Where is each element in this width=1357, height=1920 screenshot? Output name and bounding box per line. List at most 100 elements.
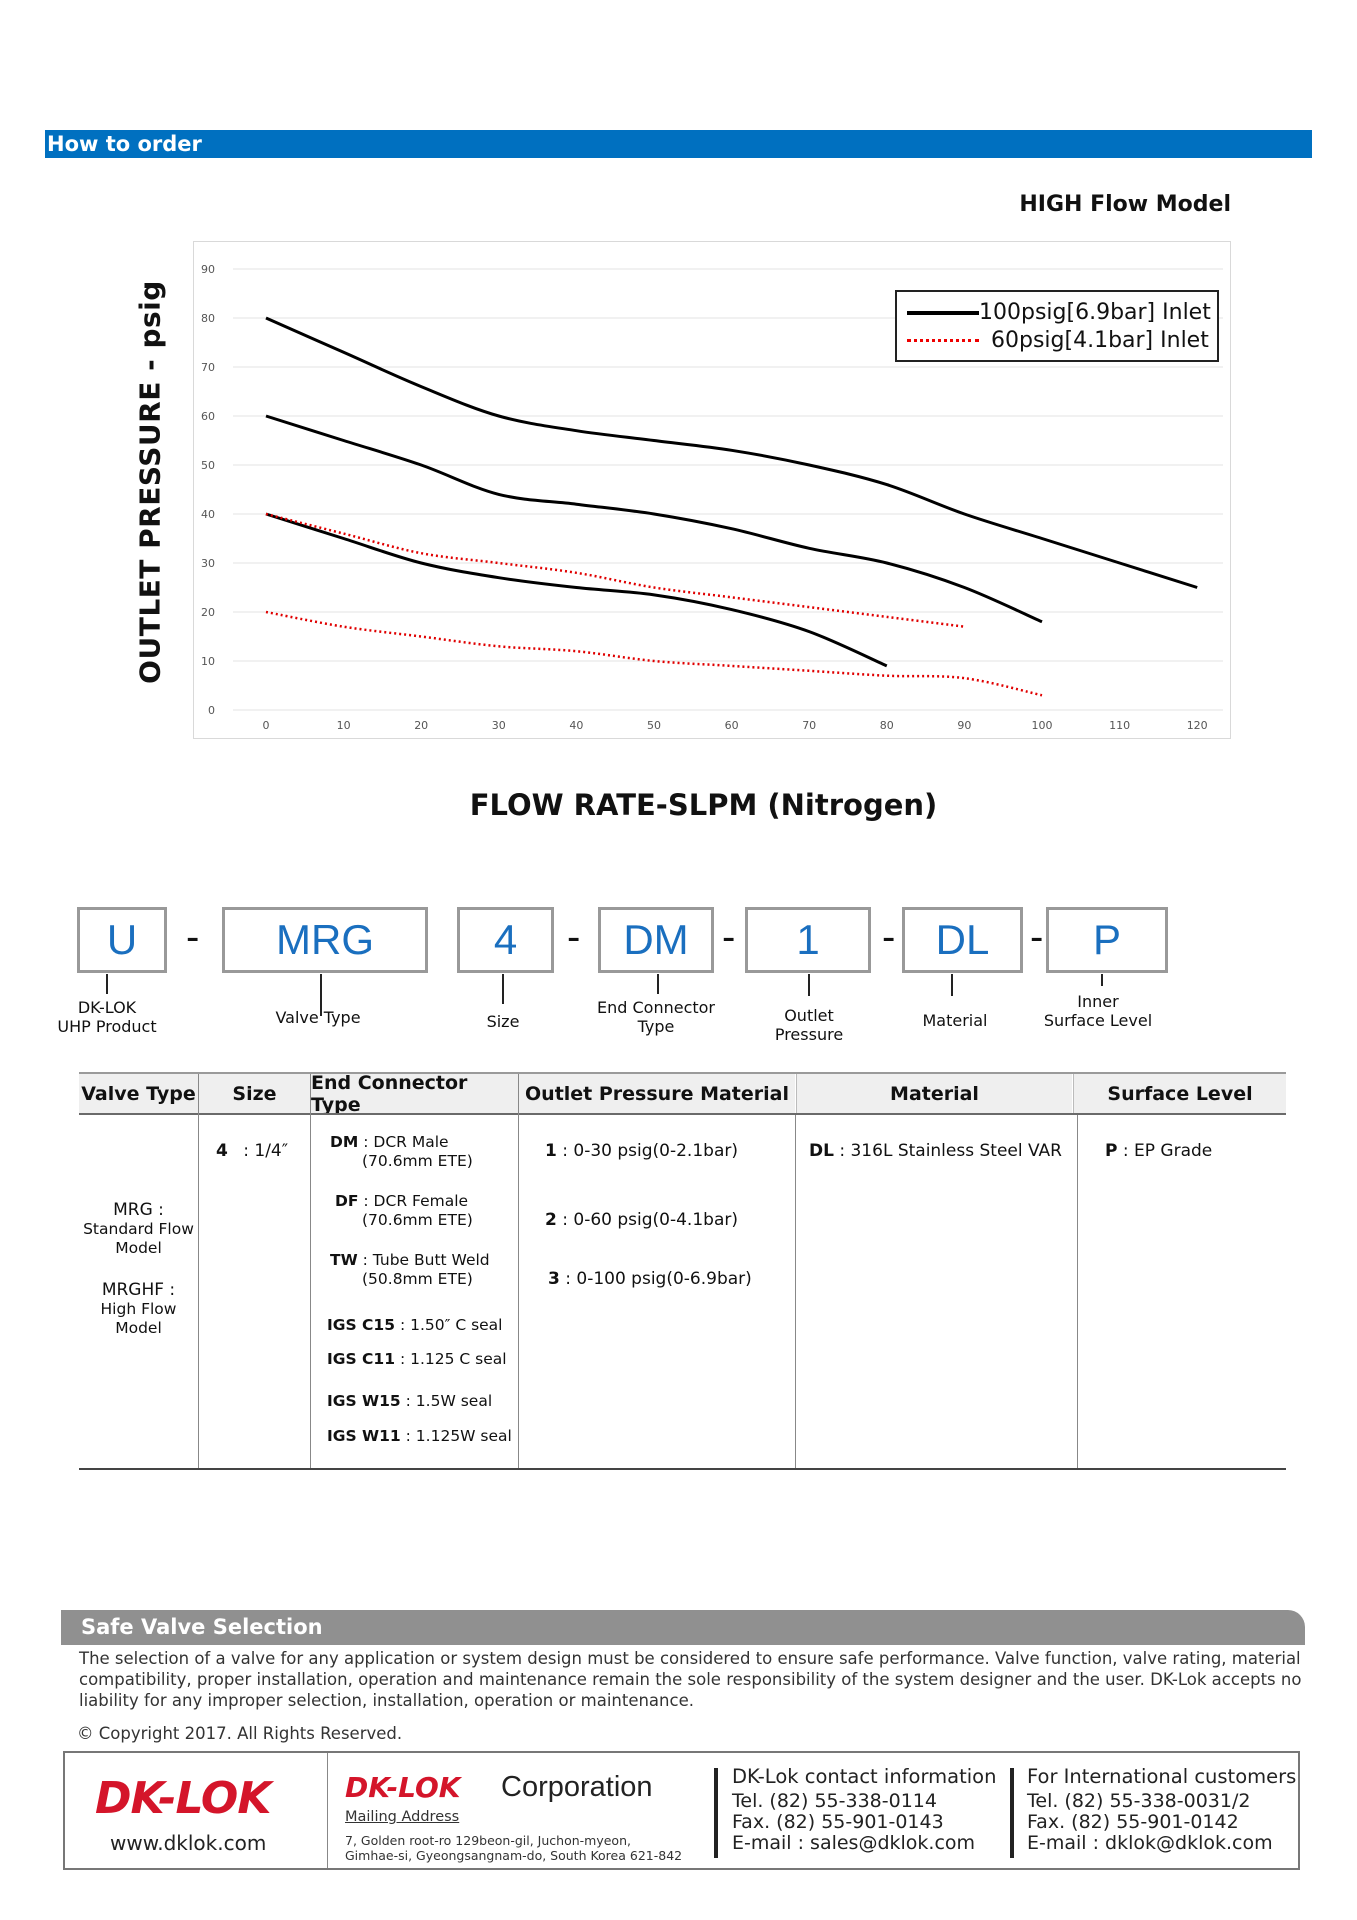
y-tick-label: 60	[201, 410, 215, 423]
x-tick-label: 100	[1032, 719, 1053, 732]
website-link[interactable]: www.dklok.com	[110, 1831, 267, 1855]
end-connector-desc: : 1.125W seal	[405, 1427, 512, 1445]
series-line-60psig	[265, 512, 965, 628]
table-rule	[79, 1468, 1286, 1470]
table-header-surface-level: Surface Level	[1073, 1074, 1286, 1114]
footer-divider	[714, 1768, 718, 1858]
code-box-outlet-pressure: 1	[745, 907, 871, 973]
code-leader-line	[106, 974, 108, 994]
intl-tel: Tel. (82) 55-338-0031/2	[1027, 1790, 1251, 1812]
x-tick-label: 90	[957, 719, 971, 732]
section-title: How to order	[47, 132, 202, 156]
end-connector-item: IGS C11 : 1.125 C seal	[327, 1350, 507, 1369]
y-tick-label: 50	[201, 459, 215, 472]
material-code: DL	[809, 1141, 834, 1161]
outlet-pressure-desc: : 0-60 psig(0-4.1bar)	[562, 1210, 738, 1230]
table-column-divider	[795, 1115, 796, 1468]
series-line-100psig	[265, 512, 888, 668]
contact-info: DK-Lok contact information Tel. (82) 55-…	[732, 1766, 996, 1854]
y-tick-label: 80	[201, 312, 215, 325]
code-leader-line	[808, 974, 810, 996]
code-label-size: Size	[486, 1012, 520, 1031]
size-item: 4 : 1/4″	[216, 1141, 288, 1161]
end-connector-item: TW : Tube Butt Weld (50.8mm ETE)	[330, 1251, 490, 1289]
code-dash: -	[882, 915, 896, 959]
section-header-bar: How to order	[45, 130, 1312, 158]
outlet-pressure-item: 2 : 0-60 psig(0-4.1bar)	[545, 1210, 738, 1230]
code-label-outlet-pressure: Outlet Pressure	[774, 1006, 844, 1044]
chart-frame	[193, 241, 1231, 739]
code-box-size: 4	[457, 907, 554, 973]
outlet-pressure-code: 1	[545, 1141, 557, 1161]
end-connector-code: DM	[330, 1133, 359, 1151]
x-tick-label: 0	[263, 719, 270, 732]
outlet-pressure-desc: : 0-100 psig(0-6.9bar)	[565, 1269, 752, 1289]
code-leader-line	[320, 974, 322, 1016]
size-desc: : 1/4″	[243, 1141, 289, 1161]
end-connector-desc: : 1.125 C seal	[399, 1350, 507, 1368]
valve-type-code: MRG :	[113, 1200, 164, 1220]
outlet-pressure-code: 2	[545, 1210, 557, 1230]
outlet-pressure-item: 3 : 0-100 psig(0-6.9bar)	[548, 1269, 752, 1289]
intl-fax: Fax. (82) 55-901-0142	[1027, 1811, 1239, 1833]
outlet-pressure-item: 1 : 0-30 psig(0-2.1bar)	[545, 1141, 738, 1161]
surface-level-desc: : EP Grade	[1122, 1141, 1213, 1161]
intl-title: For International customers	[1027, 1765, 1297, 1788]
end-connector-code: IGS W11	[327, 1427, 401, 1445]
code-leader-line	[502, 974, 504, 1004]
end-connector-code: IGS C15	[327, 1316, 395, 1334]
flow-chart: 0 10 20 30 40 50 60 70 80 90 0 10 20 30 40 50 60 70 80 90 10…	[201, 263, 1223, 732]
code-box-material: DL	[902, 907, 1023, 973]
y-axis-title: OUTLET PRESSURE - psig	[133, 280, 167, 684]
table-header-outlet-pressure: Outlet Pressure Material	[519, 1074, 795, 1114]
series-line-100psig	[265, 316, 1198, 589]
x-axis-title: FLOW RATE-SLPM (Nitrogen)	[469, 788, 938, 822]
code-dash: -	[567, 915, 581, 959]
code-dash: -	[1030, 915, 1044, 959]
end-connector-code: DF	[335, 1192, 359, 1210]
code-dash: -	[722, 915, 736, 959]
valve-type-desc: Standard Flow Model	[83, 1220, 194, 1257]
code-box-product: U	[77, 907, 167, 973]
y-tick-label: 0	[208, 704, 215, 717]
intl-email[interactable]: E-mail : dklok@dklok.com	[1027, 1832, 1273, 1854]
legend-label: 60psig[4.1bar] Inlet	[991, 328, 1209, 353]
end-connector-desc: : DCR Male	[363, 1133, 449, 1151]
table-column-divider	[518, 1074, 519, 1468]
end-connector-item: DF : DCR Female (70.6mm ETE)	[335, 1192, 473, 1230]
safe-selection-header: Safe Valve Selection	[61, 1610, 1305, 1645]
x-tick-label: 120	[1187, 719, 1208, 732]
code-label-material: Material	[922, 1011, 988, 1030]
chart-legend: 100psig[6.9bar] Inlet 60psig[4.1bar] Inl…	[895, 290, 1219, 362]
size-code: 4	[216, 1141, 228, 1161]
x-tick-label: 110	[1109, 719, 1130, 732]
material-desc: : 316L Stainless Steel VAR	[839, 1141, 1062, 1161]
table-column-divider	[198, 1074, 199, 1468]
y-tick-label: 10	[201, 655, 215, 668]
international-info: For International customers Tel. (82) 55…	[1027, 1766, 1296, 1854]
legend-swatch-dotted	[907, 339, 979, 342]
valve-type-item: MRG : Standard Flow Model	[79, 1200, 198, 1258]
code-label-surface: Inner Surface Level	[1043, 992, 1153, 1030]
code-label-product: DK-LOK UHP Product	[57, 998, 157, 1036]
y-tick-label: 20	[201, 606, 215, 619]
end-connector-sub: (50.8mm ETE)	[362, 1270, 473, 1288]
end-connector-code: IGS C11	[327, 1350, 395, 1368]
series-line-100psig	[265, 414, 1043, 624]
contact-tel: Tel. (82) 55-338-0114	[732, 1790, 937, 1812]
mailing-address: 7, Golden root-ro 129beon-gil, Juchon-my…	[345, 1833, 682, 1863]
table-column-divider	[1077, 1115, 1078, 1468]
code-leader-line	[951, 974, 953, 996]
table-header-end-connector: End Connector Type	[311, 1072, 518, 1116]
x-tick-label: 30	[492, 719, 506, 732]
x-tick-label: 80	[880, 719, 894, 732]
footer-divider	[1010, 1768, 1014, 1858]
x-tick-label: 20	[414, 719, 428, 732]
end-connector-desc: : 1.5W seal	[405, 1392, 493, 1410]
footer-divider	[327, 1753, 328, 1868]
surface-level-item: P : EP Grade	[1105, 1141, 1212, 1161]
end-connector-item: DM : DCR Male (70.6mm ETE)	[330, 1133, 473, 1171]
contact-email[interactable]: E-mail : sales@dklok.com	[732, 1832, 976, 1854]
corp-name: Corporation	[501, 1771, 653, 1803]
address-line: Gimhae-si, Gyeongsangnam-do, South Korea…	[345, 1848, 683, 1863]
